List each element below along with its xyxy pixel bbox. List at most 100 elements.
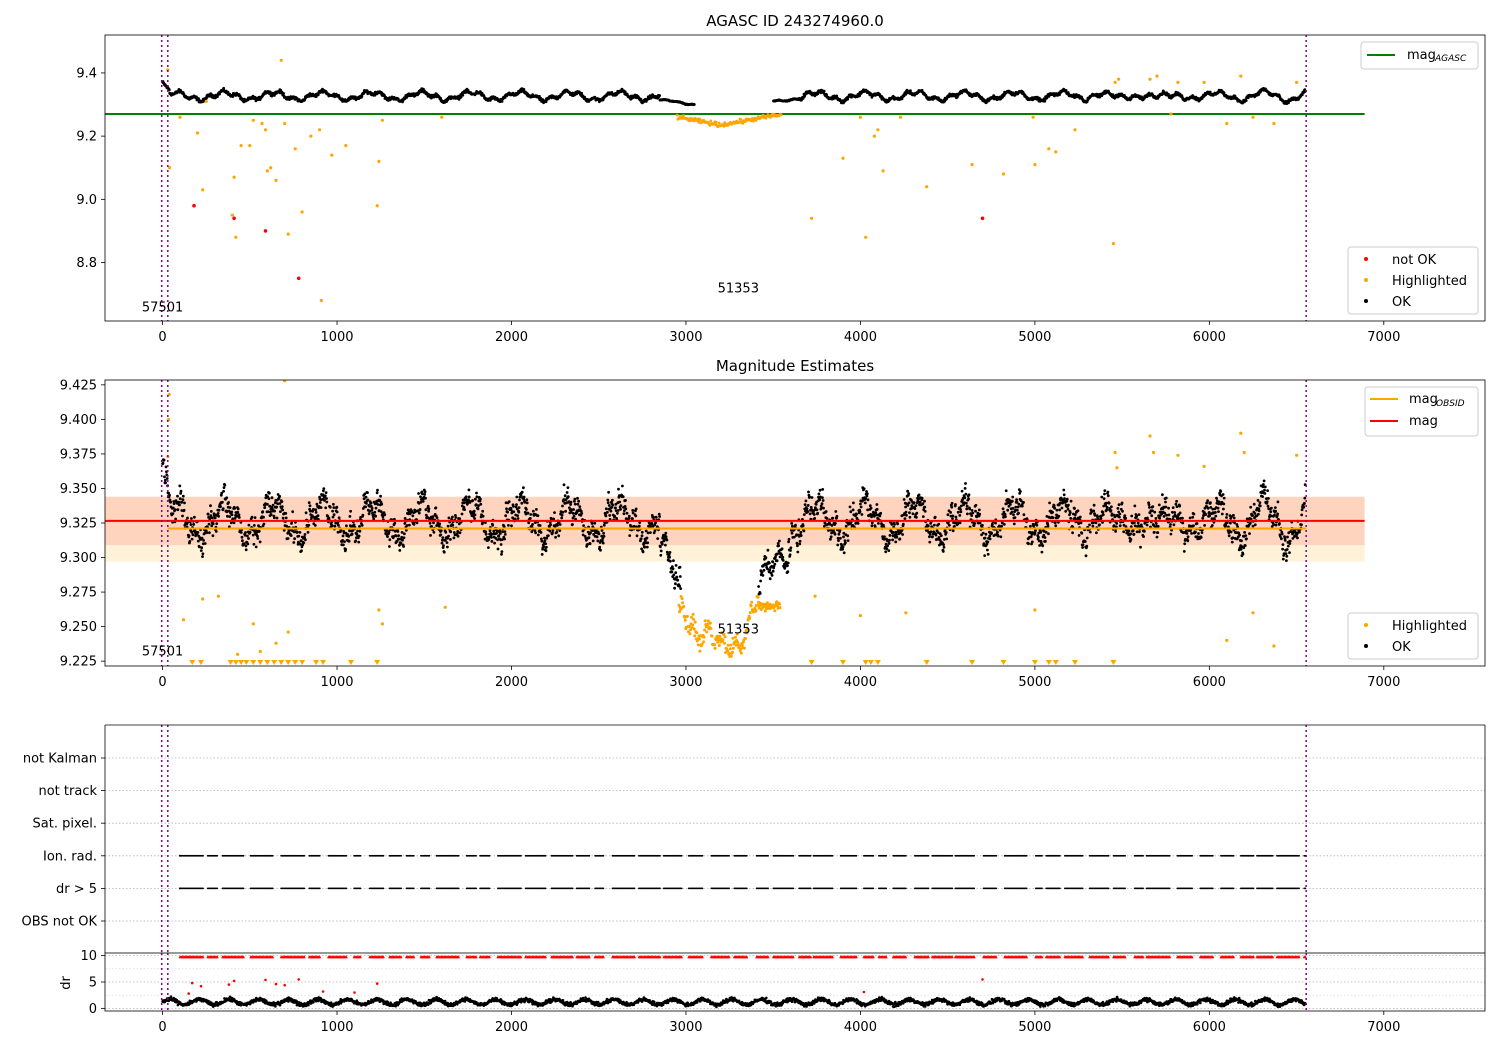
ok-point [945,537,949,541]
ok-point [211,522,215,526]
ok-point [656,537,660,540]
ok-point [780,553,784,557]
ok-point [808,89,812,93]
ok-point [906,489,909,493]
ok-point [445,541,449,544]
ok-point [678,565,682,569]
ok-point [280,500,284,503]
ok-point [915,511,919,515]
ok-point [869,506,873,510]
ok-point [951,529,955,533]
ok-point [635,534,639,538]
ok-point [664,531,668,535]
ok-point [594,528,598,532]
ok-point [307,501,311,504]
highlighted-point [723,121,727,125]
highlighted-point [204,99,208,103]
ok-point [411,514,415,518]
ok-point [227,501,231,504]
ok-point [242,542,246,546]
ok-point [366,498,370,502]
ok-point [278,502,282,505]
ok-point [852,501,855,505]
ok-point [539,531,543,534]
ok-point [354,539,357,543]
ok-point [818,488,822,492]
ok-point [1068,513,1071,517]
ok-point [222,86,226,90]
ok-point [1020,504,1024,508]
ok-point [879,511,883,515]
ok-point [637,524,641,528]
ok-point [357,534,361,538]
ok-point [394,534,398,538]
ok-point [573,502,577,506]
legend-label: OK [1392,295,1411,310]
ok-point [423,493,427,496]
ok-point [534,531,537,535]
ok-point [536,514,540,518]
ok-point [809,517,813,521]
ok-point [866,508,869,512]
ok-point [525,498,529,502]
ok-point [870,524,874,528]
ok-point [181,498,185,501]
ok-point [846,534,850,538]
ok-point [644,539,647,543]
ok-point [983,554,987,557]
ok-point [898,537,902,541]
ok-point [172,500,176,503]
ok-point [883,535,886,539]
ok-point [500,538,504,541]
highlighted-point [279,58,283,62]
highlighted-point [1117,77,1121,81]
ok-point [778,539,781,543]
ok-point [402,545,405,548]
ok-point [978,512,982,516]
ok-point [624,499,627,502]
ok-point [1147,91,1151,95]
ok-point [189,523,193,526]
ok-point [836,543,840,547]
ok-point [963,496,967,500]
ok-point [996,534,1000,538]
ok-point [933,515,937,519]
ok-point [764,556,768,560]
ok-point [608,514,612,517]
ok-point [501,530,504,534]
ok-point [1244,99,1248,102]
ok-point [374,514,377,518]
ok-point [556,523,559,527]
ok-point [441,536,445,539]
ok-point [795,541,799,545]
ok-point [875,503,879,506]
ok-point [678,584,681,588]
ok-point [437,524,441,528]
ok-point [176,494,179,498]
ok-point [181,494,185,498]
ok-point [555,530,559,534]
ok-point [893,523,896,526]
ok-point [953,525,956,528]
ok-point [400,531,404,534]
ok-point [528,517,532,520]
ok-point [349,509,352,513]
ok-point [540,553,544,556]
highlighted-point [201,188,205,192]
highlighted-point [898,115,903,119]
ok-point [476,507,480,511]
legend-label: Highlighted [1392,274,1467,289]
ok-point [515,495,519,499]
ok-point [248,530,252,534]
ok-point [865,490,868,493]
ok-point [621,495,625,498]
legend-label: mag [1407,48,1436,63]
ok-point [452,536,456,540]
ok-point [203,542,207,545]
ok-point [522,497,526,501]
ok-point [602,531,605,535]
ok-point [243,533,247,537]
ok-point [216,512,220,515]
ok-point [313,524,317,527]
